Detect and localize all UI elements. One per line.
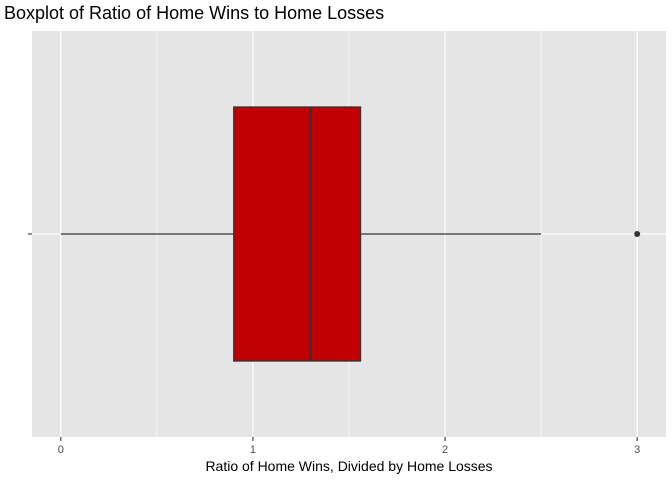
chart-title: Boxplot of Ratio of Home Wins to Home Lo… [4,3,385,23]
x-tick-label: 2 [442,444,448,456]
iqr-box [233,106,362,362]
x-tick-label: 1 [250,444,256,456]
outlier-point [634,231,641,237]
x-axis-title: Ratio of Home Wins, Divided by Home Loss… [205,458,492,474]
boxplot-layer [60,106,641,362]
x-axis: 0 1 2 3 [28,233,640,456]
x-tick-label: 0 [58,444,64,456]
x-tick-label: 3 [634,444,640,456]
